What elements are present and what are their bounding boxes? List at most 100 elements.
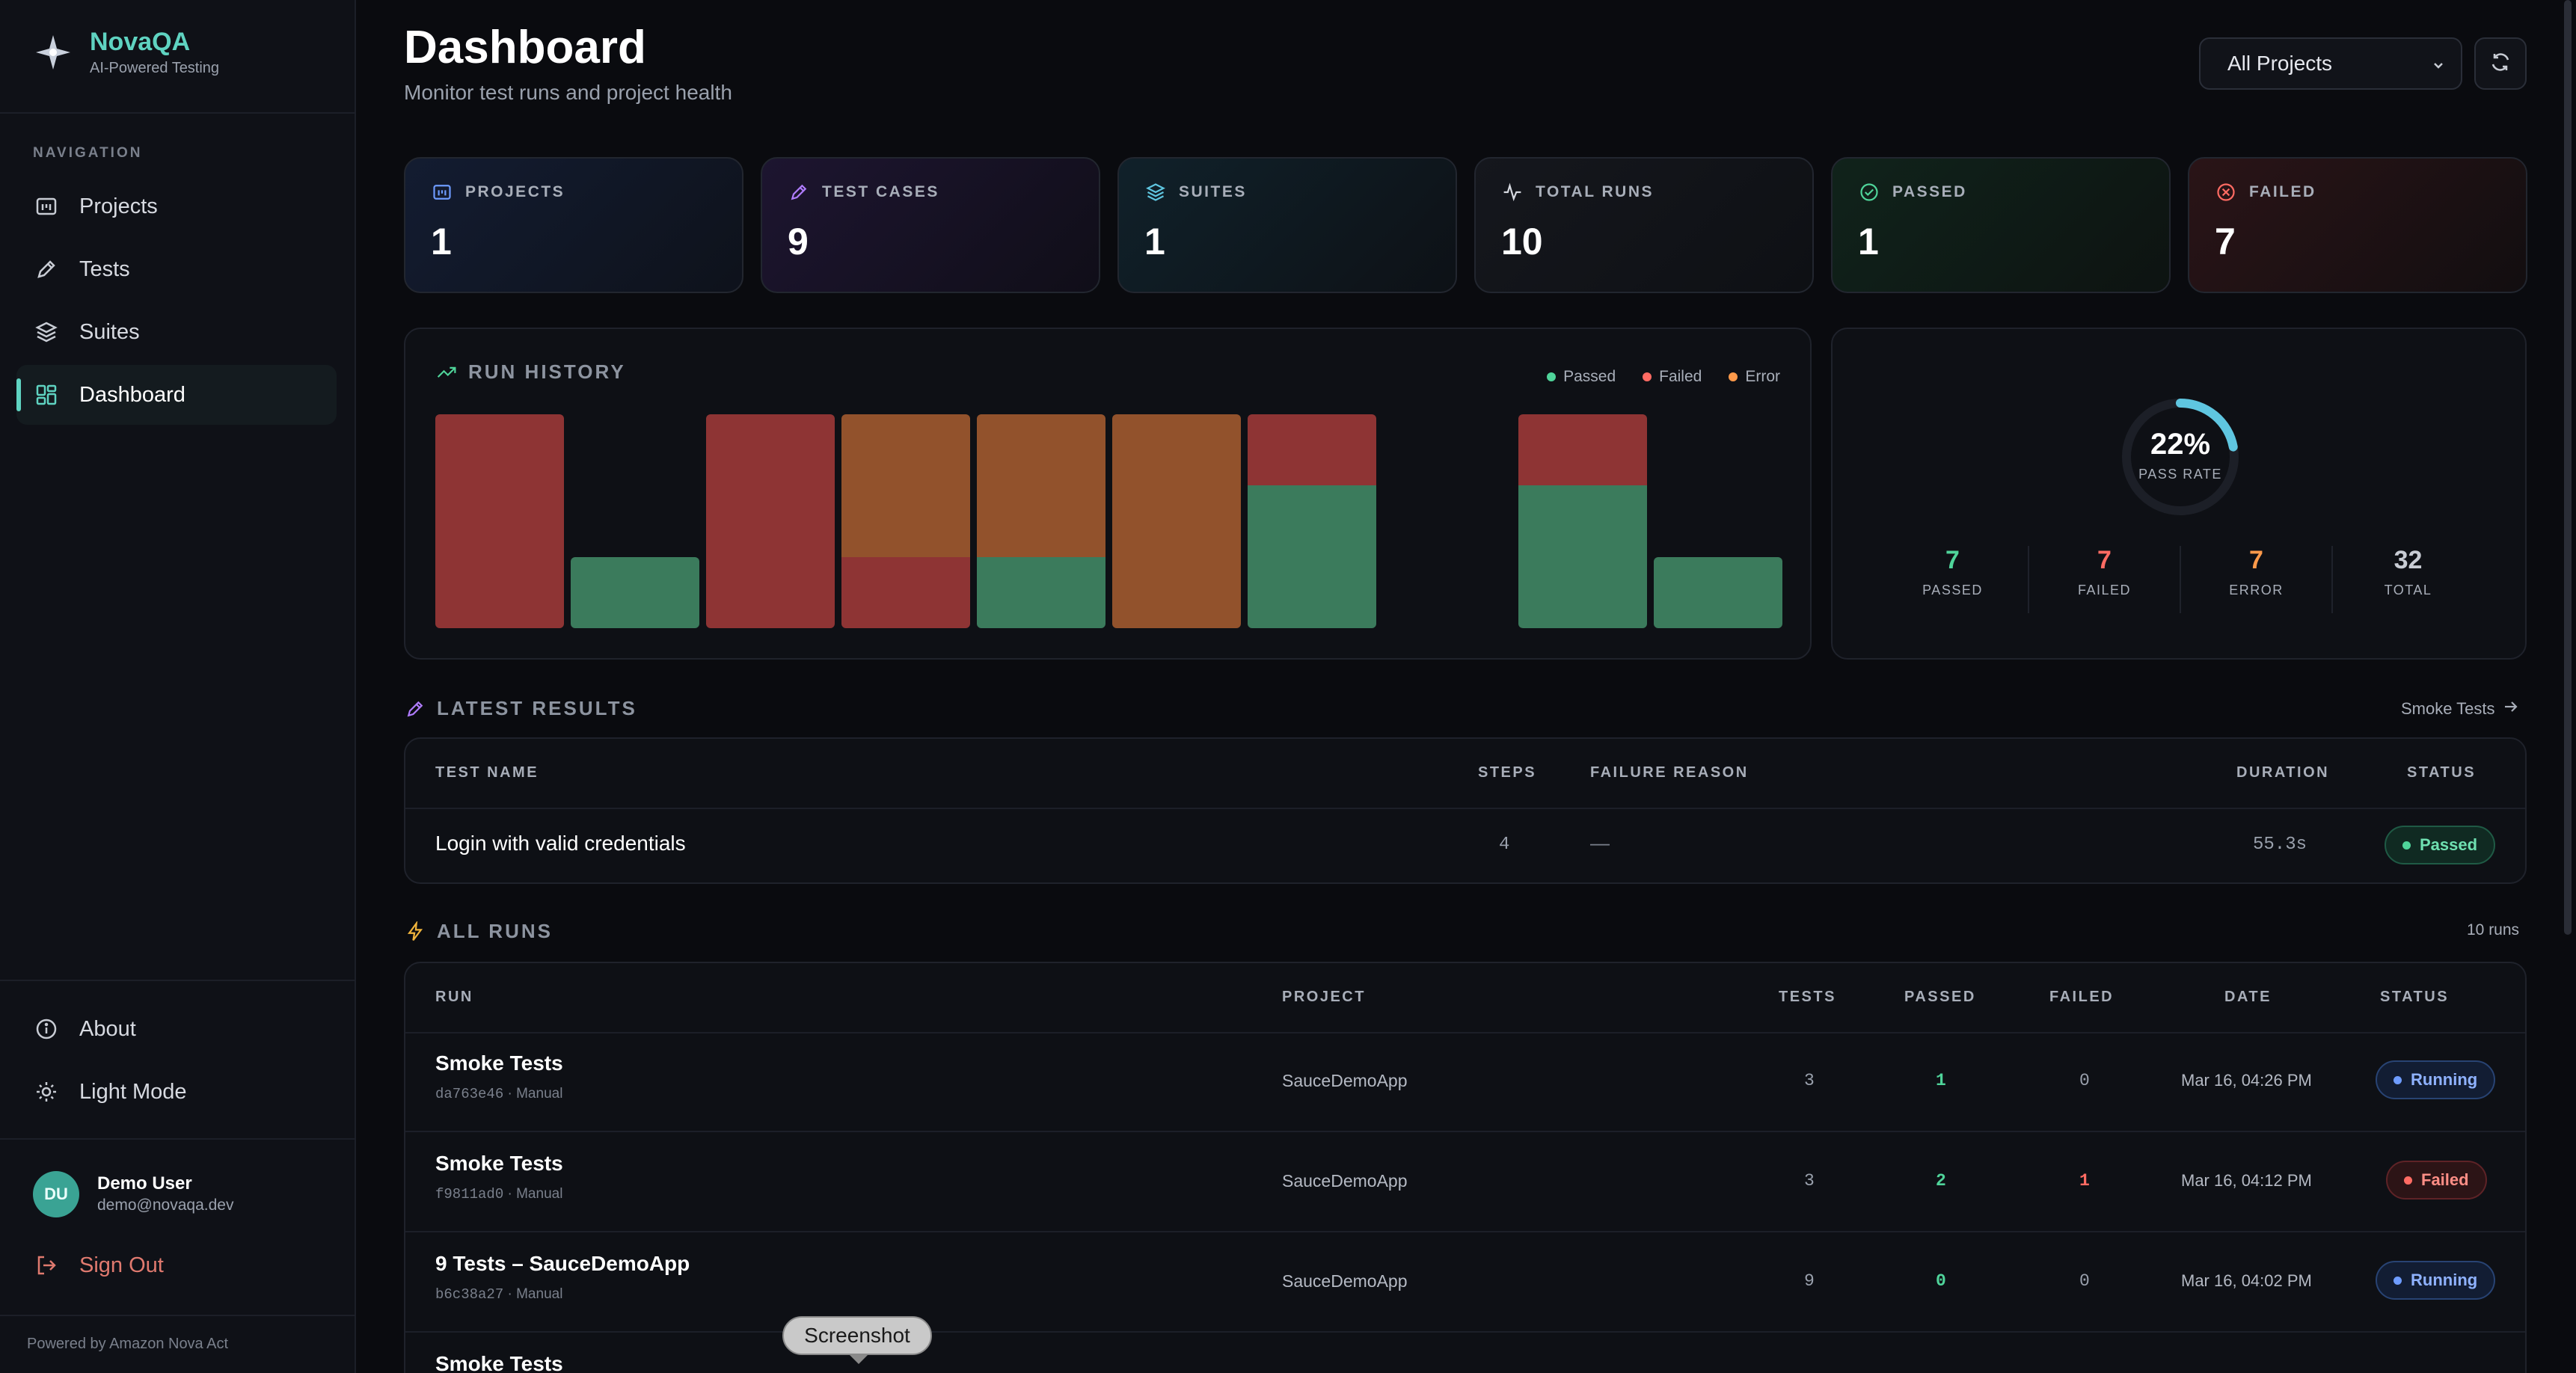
stat-value: 1 [1144, 221, 1165, 262]
sidebar-item-about[interactable]: About [16, 999, 337, 1059]
column-header: DURATION [2236, 764, 2330, 781]
bar-segment-passed [977, 556, 1105, 628]
bar-segment-failed [1518, 414, 1647, 486]
stat-value: 7 [2215, 221, 2236, 262]
nav-heading: NAVIGATION [33, 145, 143, 161]
brand[interactable]: NovaQA AI-Powered Testing [33, 27, 219, 78]
column-header: RUN [435, 989, 473, 1005]
screenshot-tooltip: Screenshot [782, 1316, 932, 1364]
run-bar[interactable] [977, 414, 1105, 628]
row-divider [405, 808, 2525, 809]
run-bar[interactable] [706, 414, 835, 628]
bar-segment-failed [1248, 414, 1376, 486]
bar-segment-failed [706, 414, 835, 628]
legend-item-passed: Passed [1547, 368, 1616, 386]
bar-segment-error [1112, 414, 1241, 628]
run-bar[interactable] [1518, 414, 1647, 628]
stat-label: FAILED [2249, 183, 2316, 200]
run-history-panel: RUN HISTORY Passed Failed Error [404, 328, 1812, 660]
stat-label: TEST CASES [822, 183, 939, 200]
pass-rate-arc [2122, 399, 2239, 515]
run-date: Mar 16, 04:12 PM [2181, 1171, 2312, 1190]
avatar: DU [33, 1171, 79, 1217]
run-bar[interactable] [435, 414, 564, 628]
failed-count: 0 [2079, 1071, 2090, 1090]
latest-results-table: TEST NAME STEPS FAILURE REASON DURATION … [404, 737, 2527, 884]
column-header: FAILED [2049, 989, 2115, 1005]
status-badge: Failed [2386, 1161, 2487, 1200]
stat-value: 9 [788, 221, 809, 262]
stat-label: PASSED [1892, 183, 1967, 200]
grid-icon [33, 381, 60, 408]
failed-count: 0 [2079, 1271, 2090, 1291]
sidebar-item-label: Tests [79, 257, 130, 281]
run-name: Smoke Tests [435, 1352, 563, 1373]
sparkle-logo-icon [33, 32, 73, 73]
refresh-button[interactable] [2474, 37, 2527, 90]
sidebar-item-label: Dashboard [79, 382, 185, 407]
run-history-bars [435, 414, 1783, 628]
sign-out-label: Sign Out [79, 1253, 164, 1277]
run-bar[interactable] [1112, 414, 1241, 628]
user-email: demo@novaqa.dev [97, 1197, 234, 1214]
sidebar-item-suites[interactable]: Suites [16, 302, 337, 362]
run-name: Smoke Tests [435, 1152, 563, 1175]
project: SauceDemoApp [1282, 1071, 1408, 1090]
bar-segment-failed [435, 414, 564, 628]
sidebar-item-dashboard[interactable]: Dashboard [16, 365, 337, 425]
arrow-right-icon [2503, 698, 2519, 719]
duration: 55.3s [2253, 835, 2307, 855]
layers-icon [1144, 181, 1167, 203]
row-divider [405, 1131, 2525, 1132]
run-name: Smoke Tests [435, 1051, 563, 1075]
bar-segment-error [977, 414, 1105, 557]
sidebar-divider [0, 980, 355, 981]
tests-count: 3 [1804, 1171, 1815, 1191]
page-scrollbar[interactable] [2564, 0, 2572, 935]
smoke-tests-link[interactable]: Smoke Tests [2401, 698, 2519, 719]
stat-card-suites[interactable]: SUITES 1 [1117, 157, 1457, 293]
sidebar-item-light-mode[interactable]: Light Mode [16, 1062, 337, 1122]
failed-count: 1 [2079, 1171, 2090, 1191]
column-header: STATUS [2380, 989, 2450, 1005]
bar-segment-passed [1518, 485, 1647, 628]
run-bar[interactable] [1248, 414, 1376, 628]
run-date: Mar 16, 04:26 PM [2181, 1071, 2312, 1090]
sidebar-item-label: Light Mode [79, 1079, 187, 1104]
pass-rate-label: PASS RATE [2138, 467, 2222, 482]
row-divider [405, 1032, 2525, 1033]
run-bar[interactable] [1654, 556, 1782, 628]
pass-rate-stats: 7 PASSED 7 FAILED 7 ERROR 32 TOTAL [1877, 546, 2483, 613]
stat-value: 1 [431, 221, 452, 262]
legend-item-error: Error [1729, 368, 1780, 386]
run-bar[interactable] [841, 414, 970, 628]
powered-by: Powered by Amazon Nova Act [27, 1336, 229, 1352]
sidebar-item-tests[interactable]: Tests [16, 239, 337, 299]
sidebar-item-projects[interactable]: Projects [16, 176, 337, 236]
stat-card-passed[interactable]: PASSED 1 [1831, 157, 2171, 293]
passed-count: 0 [1936, 1271, 1946, 1291]
test-name: Login with valid credentials [435, 832, 686, 855]
logout-icon [33, 1252, 60, 1279]
chart-legend: Passed Failed Error [1520, 368, 1780, 386]
run-bar[interactable] [571, 556, 699, 628]
user-profile[interactable]: DU Demo User demo@novaqa.dev [33, 1171, 233, 1217]
column-header: TEST NAME [435, 764, 539, 781]
pass-rate-stat-passed: 7 PASSED [1922, 546, 1983, 598]
check-circle-icon [1858, 181, 1880, 203]
project-select[interactable]: All Projects [2199, 37, 2462, 90]
column-header: STATUS [2407, 764, 2477, 781]
stat-card-test-cases[interactable]: TEST CASES 9 [761, 157, 1100, 293]
pass-rate-stat-total: 32 TOTAL [2331, 546, 2483, 613]
stat-card-projects[interactable]: PROJECTS 1 [404, 157, 743, 293]
status-badge: Running [2376, 1261, 2496, 1300]
column-header: DATE [2224, 989, 2272, 1005]
sign-out-button[interactable]: Sign Out [16, 1235, 337, 1295]
stat-card-failed[interactable]: FAILED 7 [2188, 157, 2527, 293]
brand-name: NovaQA [90, 28, 191, 56]
folder-icon [33, 193, 60, 220]
project-select-value: All Projects [2227, 52, 2333, 75]
stat-label: TOTAL RUNS [1536, 183, 1655, 200]
stat-card-total-runs[interactable]: TOTAL RUNS 10 [1474, 157, 1814, 293]
all-runs-title: ALL RUNS [404, 920, 553, 943]
